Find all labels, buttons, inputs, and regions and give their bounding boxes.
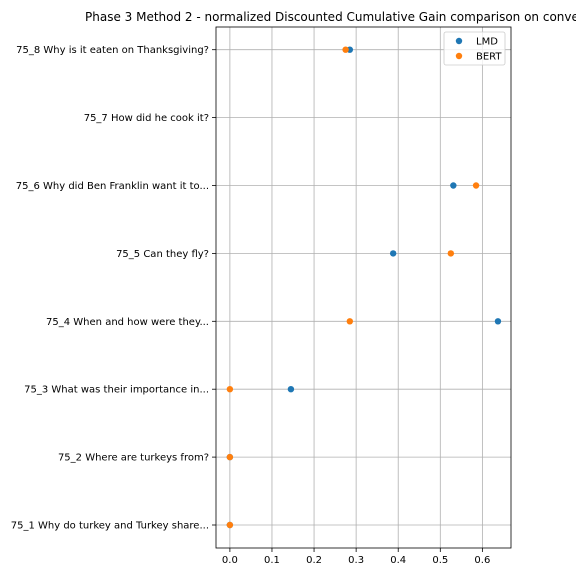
data-point-bert — [447, 250, 455, 257]
y-tick-label: 75_5 Can they fly? — [116, 249, 209, 260]
y-tick-label: 75_1 Why do turkey and Turkey share... — [11, 521, 209, 532]
x-tick-label: 0.3 — [348, 555, 364, 566]
x-tick-label: 0.1 — [264, 555, 280, 566]
axes — [212, 26, 512, 552]
data-point-bert — [226, 521, 234, 529]
grid — [216, 27, 511, 548]
data-point-bert — [226, 453, 234, 461]
x-tick-label: 0.2 — [306, 555, 322, 566]
chart-title: Phase 3 Method 2 - normalized Discounted… — [85, 10, 576, 24]
y-tick-label: 75_3 What was their importance in... — [24, 385, 209, 396]
x-tick-label: 0.0 — [222, 555, 238, 566]
y-tick-label: 75_7 How did he cook it? — [84, 113, 209, 124]
data-point-bert — [226, 386, 234, 393]
data-point-lmd — [450, 182, 457, 189]
y-tick-label: 75_4 When and how were they... — [46, 317, 209, 328]
y-tick-label: 75_8 Why is it eaten on Thanksgiving? — [16, 45, 209, 56]
y-tick-labels: 75_1 Why do turkey and Turkey share... 75… — [11, 45, 209, 531]
y-tick-label: 75_2 Where are turkeys from? — [58, 453, 209, 464]
legend-label-bert: BERT — [476, 52, 502, 63]
x-tick-label: 0.4 — [390, 555, 406, 566]
x-tick-label: 0.5 — [432, 555, 448, 566]
data-point-lmd — [389, 250, 397, 257]
data-point-bert — [342, 46, 349, 53]
legend-marker-bert — [455, 52, 463, 60]
data-point-bert — [346, 318, 354, 325]
plot-frame — [215, 26, 512, 549]
data-points — [226, 46, 502, 529]
x-tick-labels: 0.0 0.1 0.2 0.3 0.4 0.5 0.6 — [222, 555, 490, 566]
y-tick-label: 75_6 Why did Ben Franklin want it to... — [16, 181, 209, 192]
data-point-lmd — [287, 386, 295, 393]
data-point-bert — [472, 182, 480, 189]
legend-marker-lmd — [455, 37, 463, 45]
data-point-lmd — [494, 318, 502, 325]
legend: LMD BERT — [443, 31, 506, 66]
legend-label-lmd: LMD — [476, 37, 498, 48]
x-tick-label: 0.6 — [474, 555, 490, 566]
